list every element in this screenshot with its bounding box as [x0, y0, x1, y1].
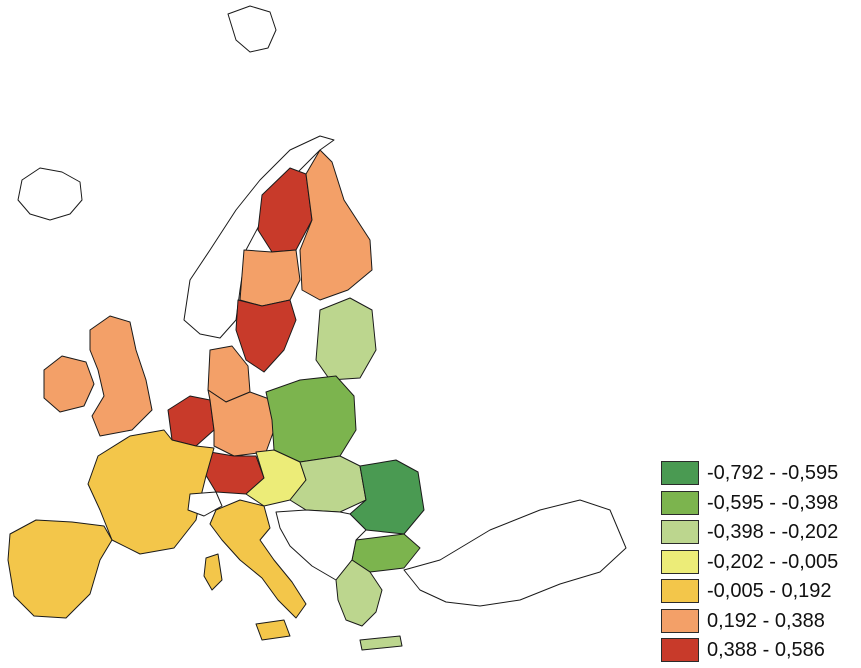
legend-label: 0,388 - 0,586 [707, 639, 825, 661]
legend-item: -0,595 - -0,398 [661, 489, 861, 519]
legend-item: 0,192 - 0,388 [661, 607, 861, 637]
legend-swatch [661, 638, 699, 662]
region-sweden-north [257, 167, 313, 253]
region-sweden-middle [239, 249, 301, 307]
legend-label: -0,595 - -0,398 [707, 491, 839, 514]
region-iberia [7, 519, 113, 619]
legend-item: 0,388 - 0,586 [661, 636, 861, 666]
legend-item: -0,398 - -0,202 [661, 518, 861, 548]
legend-label: -0,202 - -0,005 [707, 550, 839, 573]
region-greece [335, 559, 383, 627]
region-finland [299, 149, 373, 301]
legend-item: -0,202 - -0,005 [661, 548, 861, 578]
region-crete [359, 635, 403, 651]
region-svalbard [227, 5, 277, 53]
region-ireland [43, 355, 95, 413]
legend-label: 0,192 - 0,388 [707, 609, 825, 632]
europe-choropleth-map [7, 5, 627, 651]
region-norway [183, 135, 335, 339]
region-balkans [275, 509, 367, 581]
region-sicily [255, 619, 291, 641]
legend-label: -0,398 - -0,202 [707, 521, 839, 543]
region-poland [265, 375, 357, 463]
map-legend: -0,792 - -0,595 -0,595 - -0,398 -0,398 -… [661, 459, 861, 666]
region-turkey [403, 499, 627, 607]
region-italy [209, 499, 307, 619]
legend-swatch [661, 579, 699, 603]
legend-swatch [661, 490, 699, 515]
region-iceland [17, 167, 83, 221]
legend-label: -0,005 - 0,192 [707, 580, 832, 602]
legend-swatch [661, 461, 699, 485]
region-uk [89, 315, 153, 437]
region-switzerland [187, 491, 223, 517]
region-germany [207, 389, 275, 457]
legend-item: -0,792 - -0,595 [661, 459, 861, 489]
region-sweden-south [235, 299, 297, 373]
legend-swatch [661, 608, 699, 633]
region-benelux [167, 395, 215, 447]
legend-swatch [661, 520, 699, 544]
legend-swatch [661, 549, 699, 574]
region-sardinia [203, 553, 223, 591]
legend-item: -0,005 - 0,192 [661, 577, 861, 607]
region-baltics [315, 297, 377, 381]
legend-label: -0,792 - -0,595 [707, 462, 839, 484]
